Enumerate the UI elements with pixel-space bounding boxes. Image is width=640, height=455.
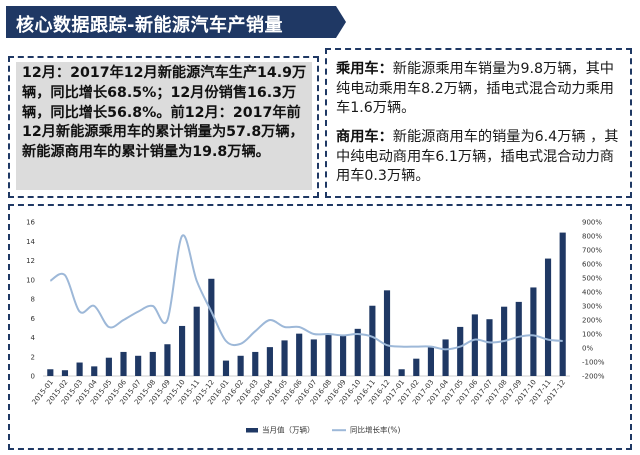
commercial-text: 新能源商用车的销量为6.4万辆 ，其中纯电动商用车6.1万辆，插电式混合动力商用… [336, 129, 619, 185]
bar-monthly-value [252, 351, 259, 376]
bar-monthly-value [530, 287, 537, 376]
bar-monthly-value [486, 319, 493, 376]
bar-monthly-value [266, 347, 273, 376]
y-right-tick-label: 300% [582, 303, 602, 311]
passenger-text: 新能源乘用车销量为9.8万辆，其中纯电动乘用车8.2万辆，插电式混合动力乘用车1… [336, 61, 614, 117]
bar-monthly-value [471, 314, 478, 376]
y-left-tick-label: 16 [26, 219, 35, 227]
y-left-tick-label: 2 [31, 353, 35, 361]
y-right-tick-label: 800% [582, 233, 602, 241]
passenger-summary: 乘用车：新能源乘用车销量为9.8万辆，其中纯电动乘用车8.2万辆，插电式混合动力… [336, 60, 628, 119]
y-right-tick-label: 200% [582, 317, 602, 325]
y-left-tick-label: 8 [31, 296, 35, 304]
left-summary-background [16, 62, 312, 190]
right-summary-panel [325, 48, 632, 198]
left-summary-panel [8, 56, 319, 198]
bar-monthly-value [135, 355, 142, 376]
bar-monthly-value [398, 369, 405, 376]
bar-monthly-value [296, 333, 303, 376]
page-title: 核心数据跟踪-新能源汽车产销量 [16, 15, 283, 36]
y-right-tick-label: 600% [582, 261, 602, 269]
bar-monthly-value [383, 290, 391, 376]
y-left-tick-label: 6 [31, 315, 36, 323]
y-left-tick-label: 14 [26, 238, 35, 246]
bar-monthly-value [120, 351, 127, 376]
bar-monthly-value [149, 351, 156, 376]
bar-monthly-value [310, 339, 317, 376]
commercial-summary: 商用车：新能源商用车的销量为6.4万辆 ，其中纯电动商用车6.1万辆，插电式混合… [336, 128, 628, 187]
bar-monthly-value [208, 278, 215, 376]
bar-monthly-value [427, 346, 435, 376]
bar-monthly-value [413, 358, 420, 376]
legend-label-line: 同比增长率(%) [350, 425, 401, 435]
bar-monthly-value [178, 325, 186, 376]
sales-chart: 0 2 4 6 8 10 12 14 16 -200% -100% 0% 100% 200% 300% 400… [26, 219, 605, 435]
bar-monthly-value [61, 370, 69, 376]
legend-label-bar: 当月值（万辆） [262, 425, 315, 435]
chart-panel: 0 2 4 6 8 10 12 14 16 -200% -100% 0% 100% 200% 300% 400… [8, 204, 632, 450]
y-right-tick-label: 100% [582, 331, 602, 339]
y-left-tick-label: 10 [26, 276, 35, 284]
y-right-tick-label: 0% [582, 345, 593, 353]
legend-swatch-bar [246, 428, 258, 433]
commercial-label: 商用车： [336, 129, 393, 145]
bar-monthly-value [47, 369, 54, 376]
passenger-label: 乘用车： [336, 61, 393, 77]
bar-monthly-value [325, 334, 332, 376]
bar-monthly-value [544, 258, 552, 376]
y-right-tick-label: 900% [582, 219, 602, 227]
y-right-tick-label: -200% [582, 373, 605, 381]
y-right-tick-label: -100% [582, 359, 605, 367]
y-right-tick-label: 700% [582, 247, 602, 255]
bar-monthly-value [164, 344, 171, 376]
bar-monthly-value [76, 362, 83, 376]
bar-monthly-value [237, 355, 244, 376]
left-summary-text: 12月：2017年12月新能源汽车生产14.9万辆，同比增长68.5%；12月份… [22, 65, 307, 161]
y-left-tick-label: 12 [26, 257, 35, 265]
bar-monthly-value [515, 301, 522, 376]
bar-monthly-value [559, 232, 566, 376]
bar-monthly-value [369, 305, 376, 376]
bar-monthly-value [354, 328, 361, 376]
title-banner: 核心数据跟踪-新能源汽车产销量 [6, 6, 346, 38]
series-line-yoy-growth [49, 234, 563, 351]
bar-monthly-value [442, 339, 449, 376]
bar-monthly-value [222, 360, 230, 376]
title-banner-shape [6, 6, 346, 38]
y-left-tick-label: 4 [31, 334, 36, 342]
bar-monthly-value [193, 306, 200, 376]
bar-monthly-value [105, 357, 112, 376]
y-right-tick-label: 400% [582, 289, 602, 297]
bar-monthly-value [91, 366, 98, 376]
y-left-tick-label: 0 [31, 373, 35, 381]
y-right-tick-label: 500% [582, 275, 602, 283]
bar-monthly-value [340, 334, 347, 376]
bar-monthly-value [281, 340, 288, 376]
bar-monthly-value [457, 326, 464, 376]
